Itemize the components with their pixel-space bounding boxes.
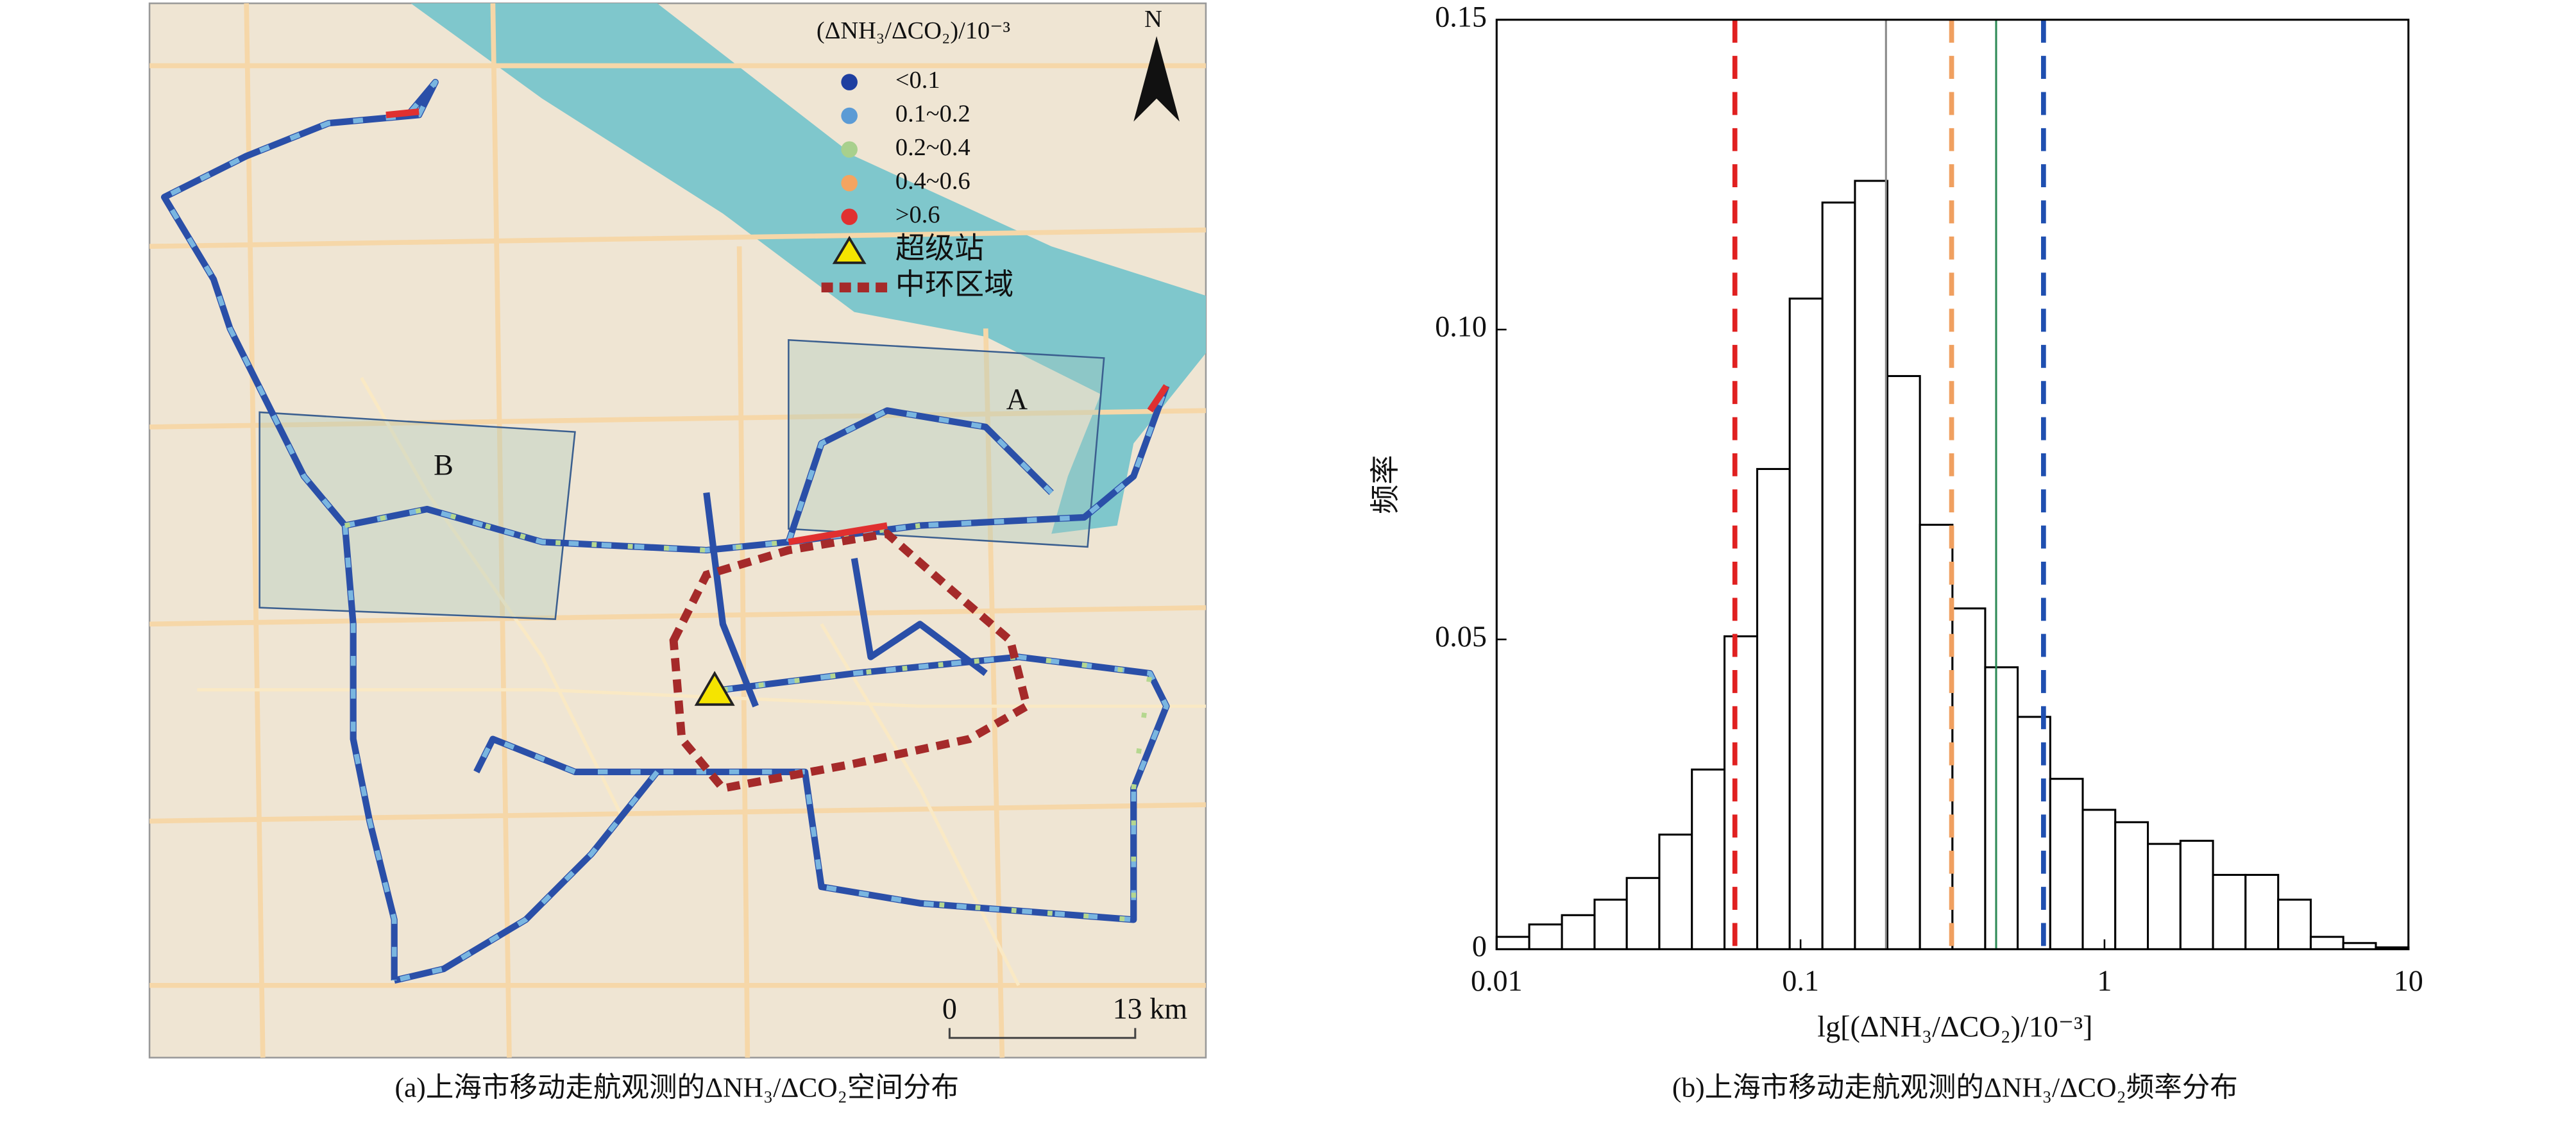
bar [1561, 914, 1596, 950]
bar [1658, 834, 1693, 950]
ring-road [669, 529, 1032, 793]
bar [2179, 839, 2214, 950]
station-marker [694, 671, 735, 706]
legend-label: 0.4~0.6 [895, 167, 970, 194]
y-tick-label: 0.05 [1435, 620, 1487, 653]
legend-dot [841, 174, 858, 192]
histogram: (b)上海市移动走航观测的ΔNH₃/ΔCO₂频率分布 lg[(ΔNH₃/ΔCO₂… [1369, 0, 2423, 1103]
bar [1951, 607, 1987, 950]
bar [1984, 666, 2019, 950]
legend-station [832, 235, 867, 264]
x-tick-label: 0.01 [1471, 964, 1523, 997]
legend-label: 0.1~0.2 [895, 100, 970, 127]
x-tick-label: 0.1 [1782, 964, 1819, 997]
bar [2244, 873, 2280, 950]
x-axis-label: lg[(ΔNH₃/ΔCO₂)/10⁻³] [1817, 1011, 2092, 1043]
bar [1593, 898, 1628, 950]
bar [1495, 935, 1530, 950]
bar [1528, 923, 1563, 950]
x-tick-label: 10 [2394, 964, 2423, 997]
map: N A B (ΔNH₃/ΔCO₂)/10⁻³ <0.1 0.1~0.2 0.2~0.… [148, 2, 1207, 1103]
bar [1854, 180, 1888, 950]
legend-dot [841, 141, 858, 158]
scale-start: 0 [942, 992, 957, 1025]
river [411, 3, 1206, 534]
bar [1788, 298, 1824, 950]
bar [1691, 768, 1726, 950]
box-b [258, 411, 576, 620]
bar [2049, 778, 2084, 950]
legend-label: <0.1 [895, 67, 940, 94]
y-tick-label: 0.10 [1435, 310, 1487, 343]
legend-label: >0.6 [895, 201, 940, 228]
minor-roads [197, 376, 1206, 986]
bar [1625, 877, 1661, 950]
legend-dot [841, 107, 858, 124]
scale-end: 13 km [1113, 992, 1188, 1025]
north-arrow [1133, 36, 1180, 122]
bar [1723, 635, 1759, 950]
bar [2147, 843, 2182, 950]
routes [160, 78, 1170, 984]
box-b-label: B [434, 449, 453, 482]
map-legend: <0.1 0.1~0.2 0.2~0.4 0.4~0.6 >0.6 [841, 67, 970, 228]
bar [2212, 873, 2247, 950]
bar [1821, 201, 1856, 950]
legend-title: (ΔNH₃/ΔCO₂)/10⁻³ [817, 17, 1010, 44]
map-caption: (a)上海市移动走航观测的ΔNH₃/ΔCO₂空间分布 [394, 1073, 959, 1103]
bar [2114, 821, 2149, 950]
legend-label: 0.2~0.4 [895, 134, 970, 161]
box-a-label: A [1006, 383, 1028, 415]
box-a [788, 339, 1105, 548]
legend-ring-label: 中环区域 [895, 268, 1013, 301]
bar [1919, 523, 1954, 950]
y-tick-label: 0.15 [1435, 0, 1487, 33]
bar [2309, 935, 2344, 950]
bar [1756, 467, 1791, 950]
legend-dot [841, 208, 858, 225]
bar [2277, 898, 2312, 950]
legend-dot [841, 74, 858, 90]
chart-caption: (b)上海市移动走航观测的ΔNH₃/ΔCO₂频率分布 [1672, 1073, 2238, 1103]
north-label: N [1144, 6, 1162, 33]
scale-bar [948, 1028, 1137, 1039]
plot-frame [1495, 19, 2410, 950]
bar [2081, 809, 2117, 950]
y-axis-label: 频率 [1369, 455, 1402, 514]
x-tick-label: 1 [2097, 964, 2112, 997]
legend-station-label: 超级站 [895, 231, 984, 264]
y-tick-label: 0 [1472, 930, 1487, 962]
bar [1886, 374, 1921, 950]
